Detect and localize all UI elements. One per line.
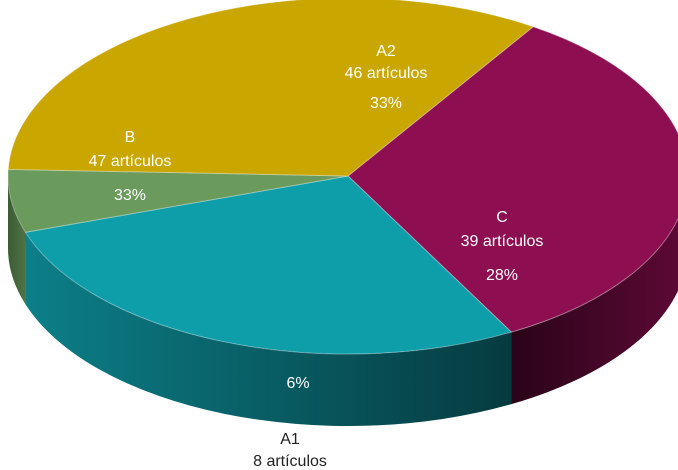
slice-label-a2: A2 46 artículos 33% — [345, 43, 428, 112]
slice-percent-a1: 6% — [286, 375, 309, 392]
slice-count-a1: 8 artículos — [253, 453, 327, 470]
pie-tops — [7, 0, 678, 355]
slice-count-a2: 46 artículos — [345, 65, 428, 82]
slice-percent-c: 28% — [486, 267, 518, 284]
slice-name-c: C — [496, 209, 508, 226]
slice-wall-a1 — [8, 176, 26, 305]
slice-count-b: 47 artículos — [89, 153, 172, 170]
slice-b — [7, 0, 535, 177]
slice-count-c: 39 artículos — [461, 233, 544, 250]
slice-label-a1: 6% A1 8 artículos — [253, 375, 327, 470]
slice-percent-b: 33% — [114, 187, 146, 204]
slice-label-c: C 39 artículos 28% — [461, 209, 544, 284]
slice-name-a1: A1 — [280, 431, 300, 448]
slice-percent-a2: 33% — [370, 95, 402, 112]
slice-wall-c — [25, 232, 512, 426]
slice-a2 — [347, 26, 678, 333]
slice-a1 — [7, 168, 349, 233]
slice-wall-a2 — [511, 218, 678, 405]
slice-name-b: B — [125, 129, 136, 146]
slice-c — [24, 175, 513, 355]
slice-name-a2: A2 — [376, 43, 396, 60]
slice-label-b: B 47 artículos 33% — [89, 129, 172, 204]
